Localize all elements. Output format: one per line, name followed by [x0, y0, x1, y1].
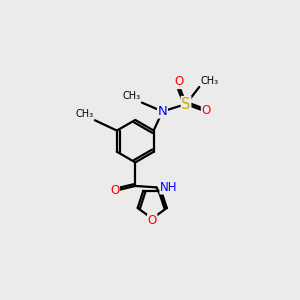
Text: NH: NH — [160, 181, 178, 194]
Text: O: O — [201, 104, 211, 117]
Text: O: O — [110, 184, 119, 197]
Text: N: N — [158, 105, 167, 118]
Text: O: O — [148, 214, 157, 227]
Text: CH₃: CH₃ — [201, 76, 219, 85]
Text: CH₃: CH₃ — [75, 109, 93, 119]
Text: CH₃: CH₃ — [122, 91, 140, 101]
Text: S: S — [181, 97, 191, 112]
Text: O: O — [174, 76, 183, 88]
